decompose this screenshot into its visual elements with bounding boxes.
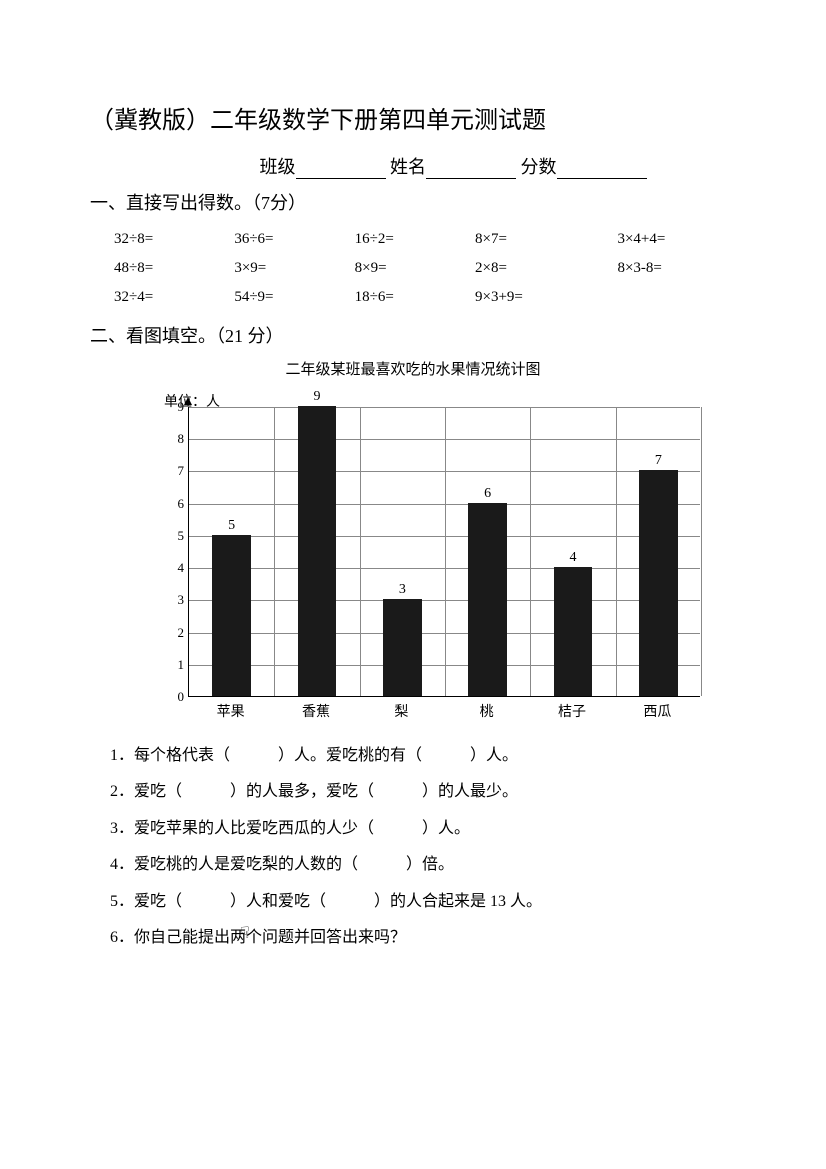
arithmetic-table: 32÷8= 36÷6= 16÷2= 8×7= 3×4+4= 48÷8= 3×9=…: [110, 225, 756, 312]
chart-plot: 593647: [188, 407, 700, 697]
y-tick-label: 9: [178, 399, 185, 415]
arith-cell: 8×9=: [351, 254, 471, 283]
x-axis-labels: 苹果 香蕉 梨 桃 桔子 西瓜: [188, 701, 700, 721]
section1-heading: 一、直接写出得数。（7分）: [90, 189, 736, 215]
arith-cell: 3×9=: [230, 254, 350, 283]
arith-cell: 3×4+4=: [613, 225, 756, 254]
arith-cell: 8×3-8=: [613, 254, 756, 283]
question-item: 2．爱吃（ ）的人最多，爱吃（ ）的人最少。: [110, 781, 736, 803]
y-tick-label: 8: [178, 431, 185, 447]
q-text: 你自己能提出两个问题并回答出来吗？: [134, 929, 406, 946]
y-tick-label: 4: [178, 560, 185, 576]
bar-value-label: 4: [570, 550, 577, 566]
q-num: 2．: [110, 783, 134, 800]
score-label: 分数: [521, 157, 557, 177]
arith-cell: 32÷4=: [110, 283, 230, 312]
chart-bar: [383, 599, 421, 696]
q-text: 每个格代表（ ）人。爱吃桃的有（ ）人。: [134, 747, 518, 764]
name-blank: [426, 159, 516, 179]
page-title: （冀教版）二年级数学下册第四单元测试题: [90, 100, 736, 135]
chart-bar: [298, 406, 336, 696]
question-item: 1．每个格代表（ ）人。爱吃桃的有（ ）人。: [110, 745, 736, 767]
y-tick-label: 2: [178, 625, 185, 641]
chart-title: 二年级某班最喜欢吃的水果情况统计图: [90, 358, 736, 379]
chart-bar: [212, 535, 250, 696]
x-tick-label: 西瓜: [643, 701, 671, 721]
page: （冀教版）二年级数学下册第四单元测试题 班级 姓名 分数 一、直接写出得数。（7…: [0, 0, 826, 1003]
bar-value-label: 6: [484, 486, 491, 502]
chart-wrap: 单位：人 0123456789 593647 苹果香蕉梨桃桔子西瓜: [130, 387, 736, 727]
x-tick-label: 梨: [394, 701, 408, 721]
y-tick-label: 6: [178, 496, 185, 512]
y-tick-label: 0: [178, 689, 185, 705]
chart-area: 0 1 2 3 4 5 6 7 8 9 5 9 3 6 4 7 苹果 香蕉 梨 桃 桔子 西瓜: [160, 387, 700, 727]
chart-bar: [554, 567, 592, 696]
x-tick-label: 桔子: [558, 701, 586, 721]
y-tick-label: 7: [178, 463, 185, 479]
q-text: 爱吃（ ）人和爱吃（ ）的人合起来是 13 人。: [134, 893, 542, 910]
q-num: 1．: [110, 747, 134, 764]
arith-cell: 36÷6=: [230, 225, 350, 254]
questions-list: 1．每个格代表（ ）人。爱吃桃的有（ ）人。 2．爱吃（ ）的人最多，爱吃（ ）…: [110, 745, 736, 949]
y-tick-label: 5: [178, 528, 185, 544]
arith-cell: 2×8=: [471, 254, 613, 283]
q-text: 爱吃（ ）的人最多，爱吃（ ）的人最少。: [134, 783, 518, 800]
bar-value-label: 5: [228, 518, 235, 534]
name-label: 姓名: [390, 157, 426, 177]
class-blank: [296, 159, 386, 179]
arith-cell: 48÷8=: [110, 254, 230, 283]
gridline-v: [360, 407, 361, 696]
section2-heading: 二、看图填空。（21 分）: [90, 322, 736, 348]
gridline-v: [616, 407, 617, 696]
question-item: 4．爱吃桃的人是爱吃梨的人数的（ ）倍。: [110, 854, 736, 876]
gridline-v: [445, 407, 446, 696]
score-blank: [557, 159, 647, 179]
q-num: 4．: [110, 856, 134, 873]
y-tick-label: 1: [178, 657, 185, 673]
table-row: 32÷8= 36÷6= 16÷2= 8×7= 3×4+4=: [110, 225, 756, 254]
bar-value-label: 3: [399, 582, 406, 598]
arith-cell: 32÷8=: [110, 225, 230, 254]
arith-cell: [613, 283, 756, 312]
table-row: 48÷8= 3×9= 8×9= 2×8= 8×3-8=: [110, 254, 756, 283]
q-text: 爱吃桃的人是爱吃梨的人数的（ ）倍。: [134, 856, 454, 873]
bar-value-label: 7: [655, 453, 662, 469]
x-tick-label: 香蕉: [302, 701, 330, 721]
y-axis-arrow-icon: [184, 397, 192, 405]
question-item: 5．爱吃（ ）人和爱吃（ ）的人合起来是 13 人。: [110, 891, 736, 913]
arith-cell: 16÷2=: [351, 225, 471, 254]
arith-cell: 18÷6=: [351, 283, 471, 312]
class-label: 班级: [260, 157, 296, 177]
x-tick-label: 桃: [480, 701, 494, 721]
q-num: 3．: [110, 820, 134, 837]
q-num: 5．: [110, 893, 134, 910]
arith-cell: 8×7=: [471, 225, 613, 254]
bar-value-label: 9: [314, 389, 321, 405]
arith-cell: 9×3+9=: [471, 283, 613, 312]
question-item: 3．爱吃苹果的人比爱吃西瓜的人少（ ）人。: [110, 818, 736, 840]
chart-bar: [468, 503, 506, 696]
x-tick-label: 苹果: [217, 701, 245, 721]
chart-bar: [639, 470, 677, 696]
question-item: 6．你自己能提出两个问题并回答出来吗？: [110, 927, 736, 949]
table-row: 32÷4= 54÷9= 18÷6= 9×3+9=: [110, 283, 756, 312]
gridline-v: [701, 407, 702, 696]
hand-cursor-icon: ☟: [240, 923, 250, 943]
student-info-line: 班级 姓名 分数: [90, 153, 736, 179]
arith-cell: 54÷9=: [230, 283, 350, 312]
y-axis: 0123456789: [160, 407, 188, 697]
y-tick-label: 3: [178, 592, 185, 608]
gridline-v: [530, 407, 531, 696]
q-num: 6．: [110, 929, 134, 946]
gridline-v: [274, 407, 275, 696]
q-text: 爱吃苹果的人比爱吃西瓜的人少（ ）人。: [134, 820, 470, 837]
